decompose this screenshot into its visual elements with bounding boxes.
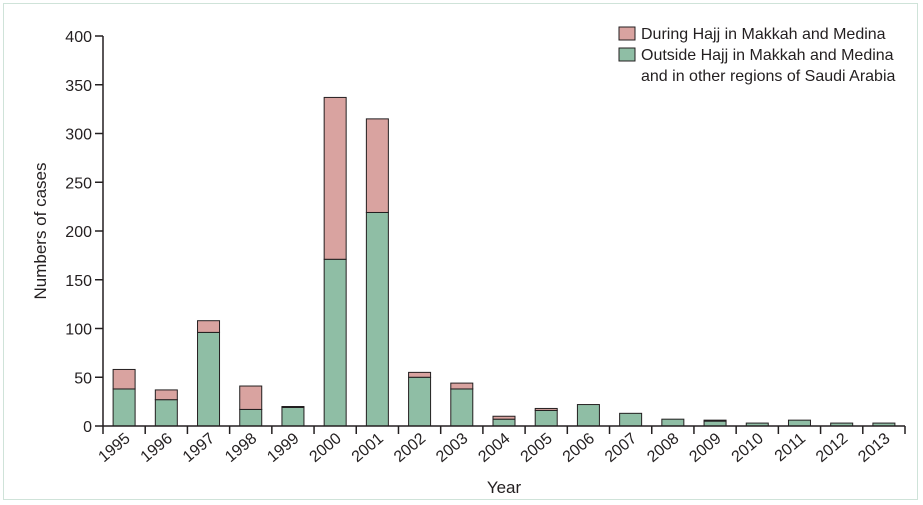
x-tick-label: 2013: [855, 430, 893, 466]
legend-label: Outside Hajj in Makkah and Medina: [641, 47, 894, 64]
y-tick-label: 350: [65, 78, 92, 95]
x-axis-title: Year: [487, 478, 522, 497]
y-tick-label: 0: [83, 419, 92, 436]
bar-segment: [281, 406, 305, 408]
x-tick-label: 2003: [433, 430, 471, 466]
x-tick-label: 2004: [475, 430, 513, 466]
bar-segment: [112, 368, 136, 390]
y-tick-label: 300: [65, 127, 92, 144]
bar-segment: [492, 415, 516, 420]
x-tick-label: 2011: [772, 430, 809, 465]
x-tick-label: 2009: [686, 430, 724, 466]
bar-segment: [197, 331, 221, 427]
bar-segment: [450, 382, 474, 390]
x-tick-label: 1997: [180, 430, 218, 466]
x-tick-label: 2010: [729, 430, 767, 466]
y-tick-label: 200: [65, 224, 92, 241]
y-tick-label: 400: [65, 29, 92, 46]
x-tick-label: 2007: [602, 430, 640, 466]
x-ticks: 1995 1996 1997 1998 1999 2000 2001 2002 2003 2004…: [95, 426, 906, 466]
x-tick-label: 2012: [813, 430, 851, 466]
bar-segment: [576, 404, 600, 427]
legend-swatch: [618, 47, 636, 62]
axes-layer: [102, 36, 905, 427]
legend-label: and in other regions of Saudi Arabia: [641, 68, 896, 85]
bar-segment: [408, 371, 432, 378]
bar-segment: [197, 320, 221, 333]
y-tick-label: 150: [65, 273, 92, 290]
legend-swatch: [618, 26, 636, 41]
bar-segment: [112, 388, 136, 427]
x-tick-label: 1996: [138, 430, 176, 466]
x-tick-label: 2006: [560, 430, 598, 466]
y-tick-label: 50: [74, 370, 92, 387]
y-ticks: 0 50 100 150 200 250 300 350 400: [65, 29, 103, 436]
bar-segment: [281, 406, 305, 427]
x-tick-label: 2000: [307, 430, 345, 466]
bar-segment: [323, 96, 347, 260]
bar-segment: [703, 419, 727, 422]
bar-segment: [239, 408, 263, 427]
x-tick-label: 2002: [391, 430, 429, 466]
bar-segment: [787, 419, 811, 427]
bar-segment: [239, 385, 263, 410]
x-tick-label: 2005: [518, 430, 556, 466]
bar-segment: [408, 376, 432, 427]
bar-segment: [323, 258, 347, 427]
bar-segment: [534, 407, 558, 411]
bar-segment: [534, 409, 558, 427]
bar-segment: [154, 399, 178, 427]
y-axis-title: Numbers of cases: [31, 163, 50, 300]
bars-layer: [112, 96, 896, 427]
chart-frame: [3, 3, 918, 500]
legend-label: During Hajj in Makkah and Medina: [641, 26, 886, 43]
bar-segment: [154, 389, 178, 401]
x-tick-label: 1998: [222, 430, 260, 466]
bar-segment: [492, 418, 516, 427]
x-tick-label: 1995: [95, 430, 133, 466]
y-tick-label: 100: [65, 322, 92, 339]
x-tick-label: 2001: [349, 430, 387, 466]
x-tick-label: 1999: [264, 430, 302, 466]
bar-segment: [365, 211, 389, 427]
legend: During Hajj in Makkah and Medina Outside …: [618, 26, 896, 85]
bar-segment: [661, 418, 685, 427]
bar-segment: [365, 118, 389, 213]
x-tick-label: 2008: [644, 430, 682, 466]
y-tick-label: 250: [65, 175, 92, 192]
bar-segment: [450, 388, 474, 427]
bar-segment: [619, 412, 643, 427]
